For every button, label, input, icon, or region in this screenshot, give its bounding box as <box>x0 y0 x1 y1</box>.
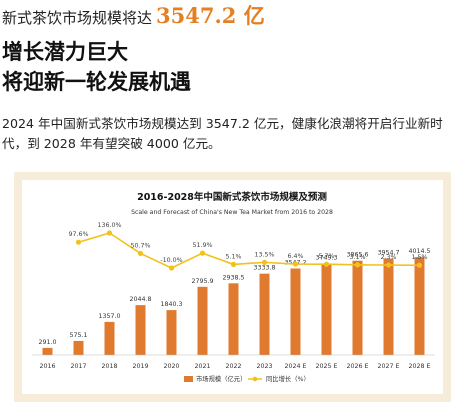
bar-2017 <box>73 340 84 355</box>
growth-point <box>261 259 268 265</box>
bar-2025-e <box>321 263 332 355</box>
bar-value-label: 3749.3 <box>315 255 337 262</box>
growth-value-label: -10.0% <box>160 257 182 264</box>
x-tick-label: 2017 <box>70 363 86 370</box>
growth-point <box>106 230 113 236</box>
x-tick-label: 2018 <box>101 363 117 370</box>
subtitle-line-2: 将迎新一轮发展机遇 <box>2 70 191 94</box>
x-tick-label: 2020 <box>163 363 179 370</box>
growth-value-label: 6.4% <box>288 253 304 260</box>
legend-bar-swatch <box>184 376 193 382</box>
bar-value-label: 3865.6 <box>346 252 368 259</box>
bar-value-label: 3954.7 <box>377 250 399 257</box>
headline: 新式茶饮市场规模将达 3547.2 亿 <box>2 0 462 28</box>
bar-value-label: 2044.8 <box>129 296 151 303</box>
chart-subtitle: Scale and Forecast of China's New Tea Ma… <box>131 209 333 216</box>
growth-point <box>137 250 144 257</box>
bar-value-label: 4014.5 <box>408 248 430 255</box>
bar-value-label: 2795.9 <box>191 278 213 285</box>
chart-title: 2016-2028年中国新式茶饮市场规模及预测 <box>137 191 327 203</box>
bar-2028-e <box>414 257 425 355</box>
bar-2023 <box>259 273 270 355</box>
growth-line <box>78 232 420 269</box>
chart-panel: 2016-2028年中国新式茶饮市场规模及预测 Scale and Foreca… <box>22 180 443 394</box>
growth-point <box>416 262 423 268</box>
growth-value-label: 97.6% <box>68 231 88 238</box>
growth-value-label: 2.3% <box>381 254 397 261</box>
x-tick-label: 2026 E <box>346 363 368 370</box>
growth-point <box>230 261 237 267</box>
headline-prefix: 新式茶饮市场规模将达 <box>2 9 153 27</box>
x-tick-label: 2019 <box>132 363 148 370</box>
growth-value-label: 5.1% <box>226 253 242 260</box>
bar-value-label: 3333.8 <box>253 265 275 272</box>
bar-2018 <box>104 321 115 355</box>
growth-point <box>354 262 361 268</box>
bar-value-label: 291.0 <box>38 339 56 346</box>
headline-highlight-value: 3547.2 亿 <box>156 3 265 28</box>
x-tick-label: 2025 E <box>315 363 337 370</box>
growth-value-label: 51.9% <box>192 242 212 249</box>
growth-point <box>199 250 206 256</box>
growth-value-label: 1.5% <box>412 254 428 261</box>
subtitle-line-1: 增长潜力巨大 <box>2 40 128 64</box>
growth-value-label: 5.7% <box>319 253 335 260</box>
bar-value-label: 2938.5 <box>222 274 244 281</box>
bar-value-label: 575.1 <box>69 332 87 339</box>
body-paragraph: 2024 年中国新式茶饮市场规模达到 3547.2 亿元，健康化浪潮将开启行业新… <box>2 116 443 151</box>
bar-2026-e <box>352 260 363 355</box>
legend-line-label: 同比增长（%） <box>266 374 310 383</box>
x-tick-label: 2028 E <box>408 363 430 370</box>
growth-point <box>75 239 82 245</box>
x-tick-label: 2022 <box>225 363 241 370</box>
x-tick-label: 2024 E <box>284 363 306 370</box>
x-tick-label: 2027 E <box>377 363 399 370</box>
growth-point <box>385 262 392 268</box>
growth-value-label: 13.5% <box>254 251 274 258</box>
bar-2019 <box>135 305 146 355</box>
growth-point <box>323 261 330 267</box>
bar-2016 <box>42 347 53 355</box>
growth-value-label: 50.7% <box>130 242 150 249</box>
chart-svg: 2016-2028年中国新式茶饮市场规模及预测 Scale and Foreca… <box>32 191 435 383</box>
growth-value-label: 3.1% <box>350 254 366 261</box>
growth-point <box>168 265 175 271</box>
x-tick-label: 2016 <box>39 363 55 370</box>
growth-point <box>292 261 299 267</box>
bar-2020 <box>166 310 177 355</box>
bar-2024-e <box>290 268 301 355</box>
x-tick-label: 2023 <box>256 363 272 370</box>
bar-2027-e <box>383 258 394 355</box>
bar-2022 <box>228 283 239 355</box>
bar-value-label: 1357.0 <box>98 313 120 320</box>
chart-frame: 2016-2028年中国新式茶饮市场规模及预测 Scale and Foreca… <box>14 172 451 402</box>
bar-value-label: 1840.3 <box>160 301 182 308</box>
growth-value-label: 136.0% <box>97 222 121 229</box>
bar-2021 <box>197 286 208 355</box>
legend-bar-label: 市场规模（亿元） <box>196 374 246 383</box>
chart-legend: 市场规模（亿元） 同比增长（%） <box>184 374 310 383</box>
legend-line-marker <box>252 376 258 382</box>
x-tick-label: 2021 <box>194 363 210 370</box>
